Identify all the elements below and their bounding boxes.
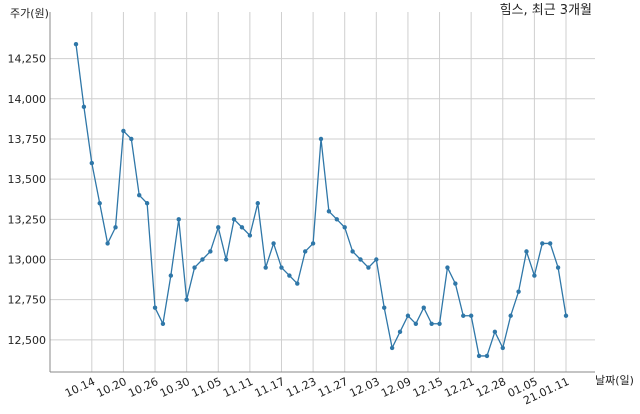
point	[413, 321, 419, 326]
point	[208, 249, 213, 254]
point	[382, 305, 387, 310]
point	[223, 257, 229, 262]
point	[129, 136, 134, 142]
point	[445, 265, 450, 270]
point	[302, 249, 308, 254]
y-tick-label: 14,000	[8, 93, 47, 106]
point	[374, 257, 379, 262]
point	[350, 249, 355, 254]
point	[524, 249, 529, 254]
point	[247, 233, 253, 238]
y-tick-label: 12,500	[8, 334, 47, 347]
point	[508, 313, 513, 318]
point	[366, 265, 371, 270]
point	[239, 225, 245, 230]
point	[216, 225, 221, 230]
x-tick-label: 11.05	[189, 375, 223, 400]
point	[453, 281, 458, 286]
x-tick-label: 11.11	[221, 375, 255, 400]
x-tick-label: 10.20	[95, 375, 129, 400]
point	[113, 225, 118, 230]
point	[105, 241, 110, 246]
point	[563, 313, 569, 318]
x-tick-label: 10.30	[158, 375, 192, 400]
point	[271, 241, 276, 246]
point	[429, 321, 434, 326]
point	[152, 305, 158, 310]
point	[310, 241, 316, 246]
point	[484, 353, 490, 359]
point	[295, 281, 300, 286]
point	[81, 104, 87, 110]
point	[358, 257, 363, 262]
point	[461, 313, 466, 318]
point	[279, 265, 284, 270]
point	[89, 160, 95, 166]
point	[437, 321, 442, 326]
point	[318, 136, 324, 142]
y-tick-label: 13,000	[8, 254, 47, 267]
point	[255, 201, 260, 206]
point	[468, 313, 474, 318]
point	[555, 265, 561, 270]
point	[97, 201, 102, 206]
point	[421, 305, 426, 310]
point	[389, 345, 395, 351]
x-tick-label: 12.21	[442, 375, 476, 400]
point	[532, 273, 537, 278]
x-tick-label: 12.28	[474, 375, 508, 400]
x-tick-label: 11.23	[284, 375, 318, 400]
point	[192, 265, 197, 270]
y-axis-label: 주가(원)	[10, 7, 49, 20]
point	[516, 289, 521, 294]
point	[144, 201, 150, 206]
x-tick-label: 12.15	[411, 375, 445, 400]
point	[287, 273, 292, 278]
point	[492, 329, 498, 335]
point	[405, 313, 411, 318]
point	[342, 225, 347, 230]
x-tick-label: 10.14	[63, 375, 97, 400]
y-tick-label: 13,500	[8, 173, 47, 186]
point	[200, 257, 205, 262]
point	[231, 217, 237, 222]
point	[73, 41, 79, 47]
chart-title: 힘스, 최근 3개월	[500, 3, 592, 18]
point	[137, 193, 142, 198]
x-axis-label: 날짜(일)	[595, 373, 634, 387]
y-tick-label: 13,250	[8, 213, 47, 226]
point	[121, 128, 126, 134]
x-tick-label: 10.26	[126, 375, 160, 400]
y-tick-label: 13,750	[8, 133, 47, 146]
point	[184, 297, 189, 302]
line	[75, 44, 567, 357]
point	[168, 273, 174, 278]
point	[540, 241, 545, 246]
x-tick-label: 12.09	[379, 375, 413, 400]
point	[334, 217, 340, 222]
point	[476, 353, 482, 359]
point	[397, 329, 403, 335]
y-tick-label: 12,750	[8, 294, 47, 307]
y-tick-label: 14,250	[8, 53, 47, 66]
x-tick-label: 11.17	[253, 375, 287, 400]
point	[326, 209, 332, 214]
point	[547, 241, 553, 246]
x-tick-label: 12.03	[348, 375, 382, 400]
point	[176, 217, 181, 222]
point	[500, 345, 505, 351]
point	[160, 321, 166, 326]
point	[263, 265, 268, 270]
x-tick-label: 11.27	[316, 375, 350, 400]
